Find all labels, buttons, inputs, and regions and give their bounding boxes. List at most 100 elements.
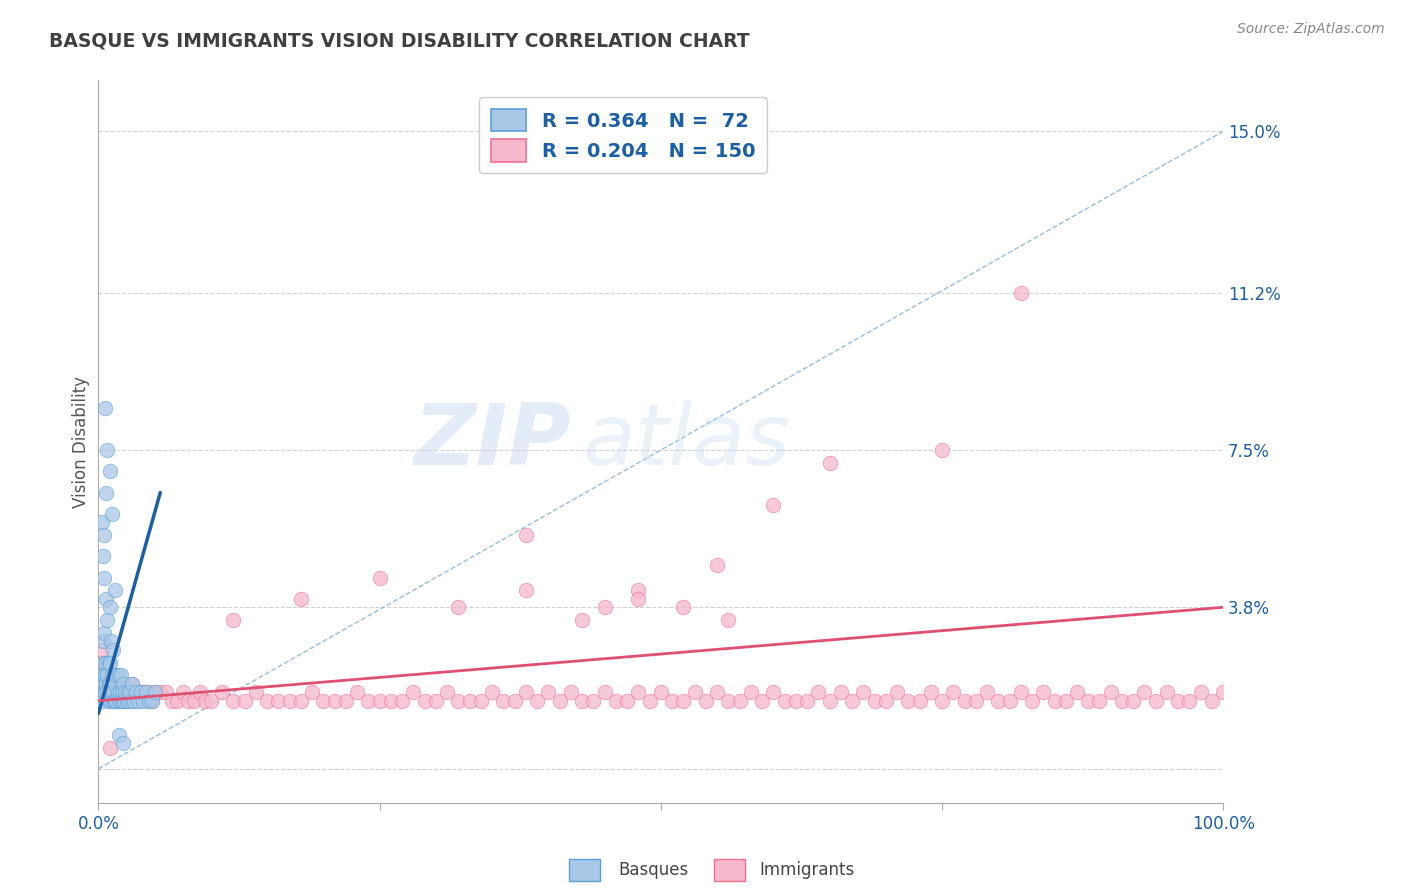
Text: atlas: atlas xyxy=(582,400,790,483)
Point xyxy=(124,685,146,699)
Point xyxy=(143,685,166,699)
Text: BASQUE VS IMMIGRANTS VISION DISABILITY CORRELATION CHART: BASQUE VS IMMIGRANTS VISION DISABILITY C… xyxy=(49,31,749,50)
Point xyxy=(93,668,115,682)
Point xyxy=(107,668,129,682)
Point xyxy=(368,570,391,584)
Point xyxy=(717,694,740,708)
Point xyxy=(112,694,135,708)
Point xyxy=(105,668,128,682)
Point xyxy=(875,694,897,708)
Point xyxy=(100,634,122,648)
Point xyxy=(98,694,121,708)
Point xyxy=(706,558,728,572)
Point xyxy=(135,685,157,699)
Point xyxy=(503,694,526,708)
Point xyxy=(897,694,920,708)
Point xyxy=(222,694,245,708)
Point xyxy=(368,694,391,708)
Point xyxy=(233,694,256,708)
Point xyxy=(93,685,115,699)
Point xyxy=(762,685,785,699)
Point xyxy=(188,685,211,699)
Point xyxy=(101,507,124,521)
Point xyxy=(447,694,470,708)
Point xyxy=(1189,685,1212,699)
Point xyxy=(627,583,650,598)
Point xyxy=(96,613,118,627)
Point xyxy=(94,401,117,415)
Point xyxy=(1212,685,1234,699)
Point xyxy=(90,694,112,708)
Point xyxy=(94,668,117,682)
Point xyxy=(112,677,135,691)
Point xyxy=(1010,685,1032,699)
Point xyxy=(593,600,616,615)
Point xyxy=(96,485,118,500)
Point xyxy=(683,685,706,699)
Point xyxy=(118,694,141,708)
Point xyxy=(942,685,965,699)
Point xyxy=(101,685,124,699)
Point xyxy=(96,443,118,458)
Point xyxy=(96,668,118,682)
Point xyxy=(515,685,537,699)
Point xyxy=(931,443,953,458)
Point xyxy=(96,591,118,606)
Point xyxy=(998,694,1021,708)
Point xyxy=(560,685,582,699)
Point xyxy=(211,685,233,699)
Point xyxy=(1054,694,1077,708)
Point xyxy=(706,685,728,699)
Point xyxy=(115,694,138,708)
Point xyxy=(852,685,875,699)
Legend: R = 0.364   N =  72, R = 0.204   N = 150: R = 0.364 N = 72, R = 0.204 N = 150 xyxy=(479,97,766,173)
Point xyxy=(121,677,143,691)
Point xyxy=(616,694,638,708)
Point xyxy=(1111,694,1133,708)
Point xyxy=(160,694,183,708)
Point xyxy=(101,642,124,657)
Point xyxy=(908,694,931,708)
Point xyxy=(515,583,537,598)
Point xyxy=(1099,685,1122,699)
Point xyxy=(107,685,129,699)
Point xyxy=(128,685,150,699)
Point xyxy=(138,685,160,699)
Point xyxy=(98,740,121,755)
Point xyxy=(97,694,120,708)
Point xyxy=(290,694,312,708)
Point xyxy=(920,685,942,699)
Text: ZIP: ZIP xyxy=(413,400,571,483)
Point xyxy=(830,685,852,699)
Point xyxy=(470,694,492,708)
Point xyxy=(149,685,172,699)
Point xyxy=(100,677,122,691)
Point xyxy=(886,685,908,699)
Point xyxy=(105,685,128,699)
Y-axis label: Vision Disability: Vision Disability xyxy=(72,376,90,508)
Point xyxy=(717,613,740,627)
Point xyxy=(200,694,222,708)
Point xyxy=(118,685,141,699)
Point xyxy=(1122,694,1144,708)
Point xyxy=(104,685,127,699)
Point xyxy=(110,694,132,708)
Point xyxy=(112,736,135,750)
Point xyxy=(818,694,841,708)
Point xyxy=(177,694,200,708)
Point xyxy=(107,677,129,691)
Point xyxy=(105,694,128,708)
Point xyxy=(129,685,152,699)
Point xyxy=(98,600,121,615)
Point xyxy=(112,685,135,699)
Point xyxy=(121,694,143,708)
Point xyxy=(526,694,548,708)
Point xyxy=(141,694,163,708)
Point xyxy=(965,694,987,708)
Point xyxy=(312,694,335,708)
Point xyxy=(98,656,121,670)
Point xyxy=(94,685,117,699)
Point xyxy=(98,685,121,699)
Point xyxy=(96,685,118,699)
Point xyxy=(582,694,605,708)
